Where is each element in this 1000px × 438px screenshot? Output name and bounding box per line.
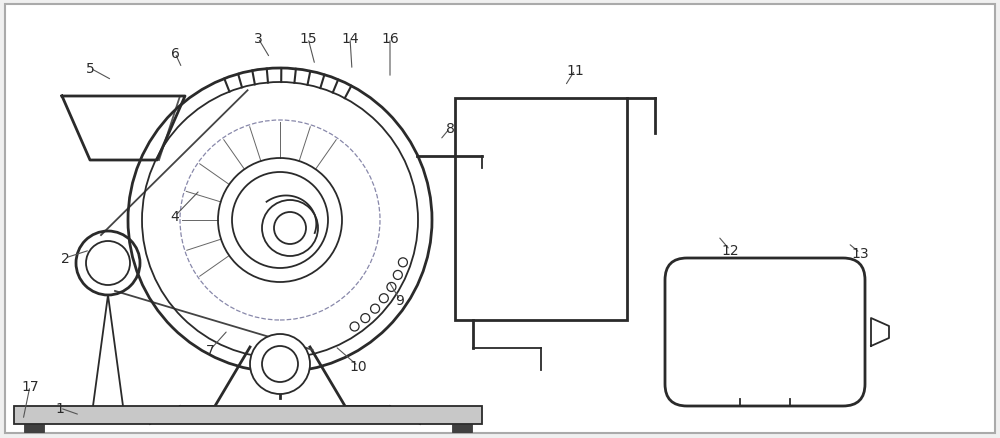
- Text: 4: 4: [171, 209, 179, 223]
- Text: 5: 5: [86, 62, 94, 76]
- Text: 15: 15: [299, 32, 317, 46]
- Text: 1: 1: [56, 401, 64, 415]
- Text: 6: 6: [171, 47, 179, 61]
- Text: 3: 3: [254, 32, 262, 46]
- Text: 9: 9: [396, 293, 404, 307]
- Circle shape: [250, 334, 310, 394]
- Text: 16: 16: [381, 32, 399, 46]
- Text: 11: 11: [566, 64, 584, 78]
- Text: 2: 2: [61, 251, 69, 265]
- Text: 13: 13: [851, 247, 869, 261]
- Bar: [24, 424, 44, 432]
- Text: 8: 8: [446, 122, 454, 136]
- Text: 17: 17: [21, 379, 39, 393]
- Bar: [14, 406, 482, 424]
- Text: 7: 7: [206, 343, 214, 357]
- Text: 10: 10: [349, 359, 367, 373]
- Bar: [455, 99, 627, 320]
- Bar: [452, 424, 472, 432]
- Text: 12: 12: [721, 244, 739, 258]
- Text: 14: 14: [341, 32, 359, 46]
